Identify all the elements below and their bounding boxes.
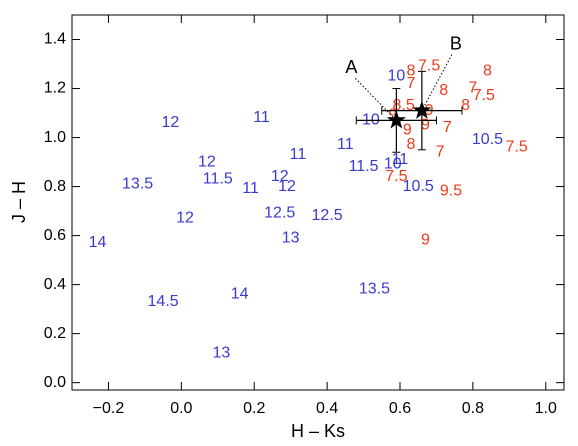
point-label: 7.5 <box>385 168 407 185</box>
point-label: 13 <box>282 229 300 246</box>
point-label: 11 <box>253 109 270 126</box>
point-label: 8 <box>461 97 470 114</box>
star-marker <box>412 100 432 119</box>
point-label: 10 <box>387 67 405 84</box>
point-label: 8.5 <box>393 97 415 114</box>
point-label: 13 <box>213 344 231 361</box>
point-label: 9.5 <box>440 183 462 200</box>
y-tick-label: 1.4 <box>44 31 66 48</box>
point-label: 9 <box>388 107 397 124</box>
point-label: 7 <box>443 119 452 136</box>
y-tick-label: 0.0 <box>44 374 66 391</box>
plot-frame <box>71 14 565 391</box>
y-tick-label: 0.2 <box>44 325 66 342</box>
point-label: 7 <box>406 75 415 92</box>
point-label: 7 <box>468 80 477 97</box>
point-label: 7.5 <box>473 87 495 104</box>
point-label: 12 <box>162 114 180 131</box>
point-label: 8 <box>483 63 492 80</box>
point-label: 8 <box>439 82 448 99</box>
point-label: 12 <box>176 210 194 227</box>
x-tick-label: 0.0 <box>170 400 192 417</box>
point-label: 13.5 <box>122 175 153 192</box>
point-label: 8 <box>406 136 415 153</box>
point-label: 9 <box>403 121 412 138</box>
point-label: 11 <box>290 146 307 163</box>
star-label: A <box>345 57 357 77</box>
point-label: 9 <box>421 117 430 134</box>
point-label: 10 <box>384 156 402 173</box>
point-label: 8 <box>406 63 415 80</box>
point-label: 14 <box>231 286 249 303</box>
point-label: 12 <box>198 153 216 170</box>
star-marker <box>386 110 406 129</box>
x-tick-label: 0.2 <box>243 400 265 417</box>
point-label: 11.5 <box>203 170 233 187</box>
point-label: 11 <box>392 151 409 168</box>
point-label: 12.5 <box>312 207 343 224</box>
y-tick-label: 0.4 <box>44 276 66 293</box>
point-label: 11.5 <box>349 158 379 175</box>
point-label: 9 <box>421 232 430 249</box>
point-label: 7 <box>436 143 445 160</box>
point-label: 14 <box>89 234 107 251</box>
point-label: 12 <box>271 168 289 185</box>
x-tick-label: 1.0 <box>535 400 557 417</box>
x-tick-label: 0.4 <box>316 400 338 417</box>
x-axis-label: H – Ks <box>291 421 345 441</box>
y-tick-label: 1.0 <box>44 129 66 146</box>
point-label: 7.5 <box>505 139 527 156</box>
x-tick-label: 0.8 <box>462 400 484 417</box>
point-label: 11 <box>337 136 354 153</box>
y-tick-label: 0.8 <box>44 178 66 195</box>
y-tick-label: 1.2 <box>44 80 66 97</box>
point-label: 12 <box>278 178 296 195</box>
y-axis-label: J – H <box>9 181 29 223</box>
point-label: 12.5 <box>264 205 295 222</box>
point-label: 11 <box>242 180 259 197</box>
point-label: 13.5 <box>359 281 390 298</box>
annotation-line <box>354 78 397 121</box>
annotation-line <box>421 54 453 111</box>
x-tick-label: −0.2 <box>93 400 125 417</box>
point-label: 14.5 <box>148 293 179 310</box>
y-tick-label: 0.6 <box>44 227 66 244</box>
point-label: 7.5 <box>418 58 440 75</box>
x-tick-label: 0.6 <box>389 400 411 417</box>
point-label: 10.5 <box>472 131 503 148</box>
star-label: B <box>450 33 462 53</box>
point-label: 10.5 <box>403 178 434 195</box>
